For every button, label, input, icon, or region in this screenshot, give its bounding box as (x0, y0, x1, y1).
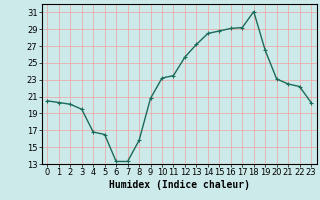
X-axis label: Humidex (Indice chaleur): Humidex (Indice chaleur) (109, 180, 250, 190)
